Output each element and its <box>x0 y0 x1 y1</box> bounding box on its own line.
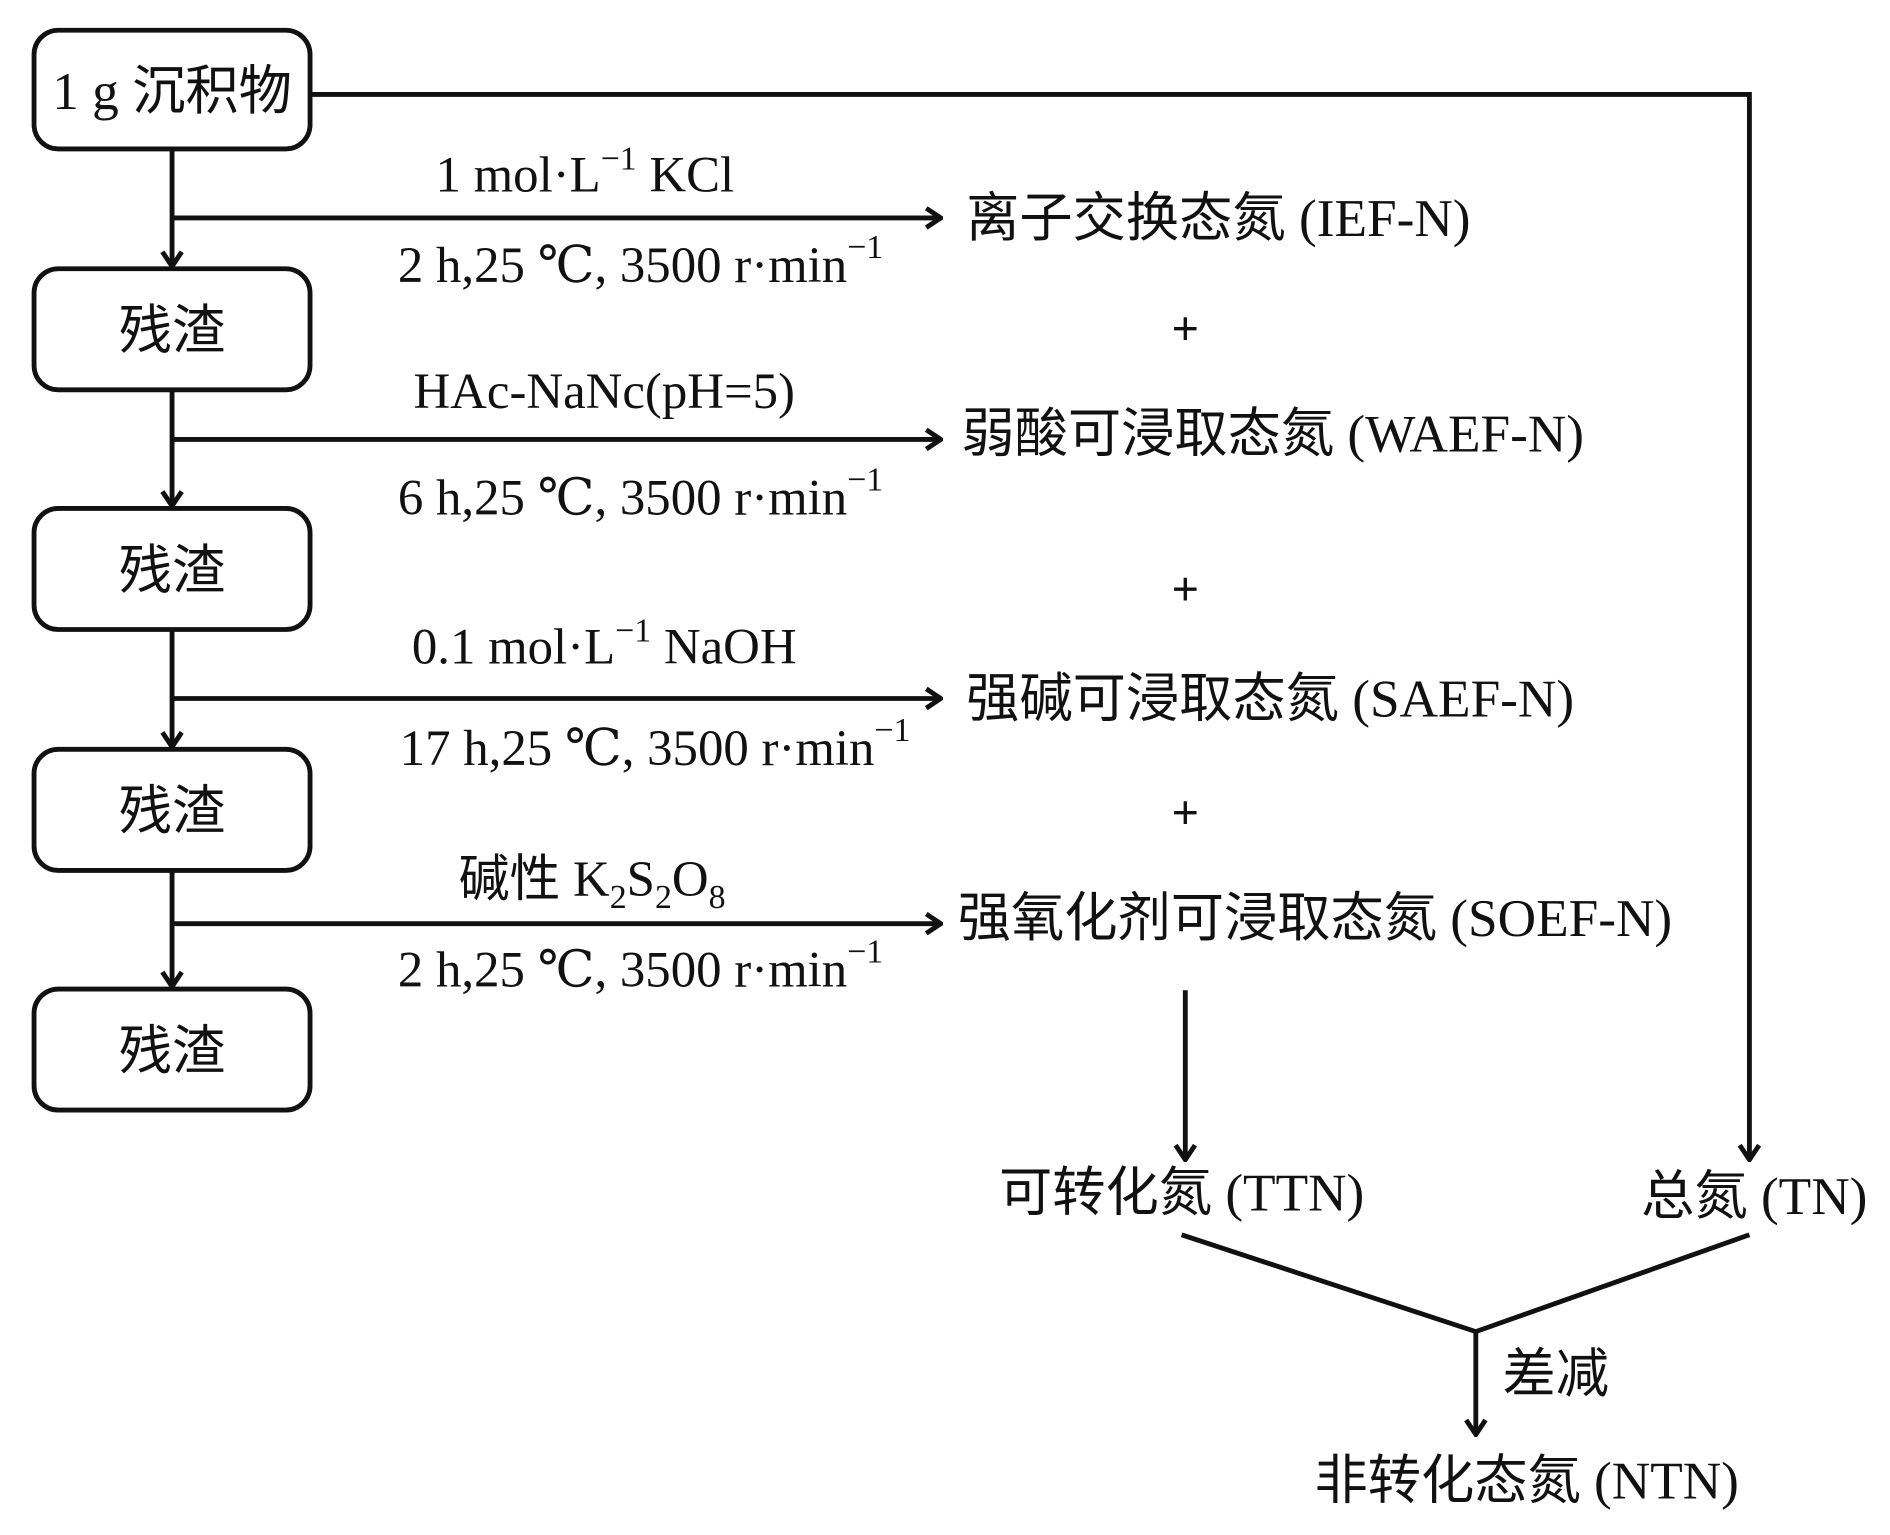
product-label: 强碱可浸取态氮 (SAEF-N) <box>966 670 1574 729</box>
tn-label: 总氮 (TN) <box>1641 1167 1867 1226</box>
ntn-label: 非转化态氮 (NTN) <box>1314 1452 1738 1511</box>
residue-label: 残渣 <box>119 541 226 600</box>
product-label: 强氧化剂可浸取态氮 (SOEF-N) <box>958 889 1672 948</box>
reagent-label: HAc-NaNc(pH=5) <box>413 363 794 419</box>
reagent-label: 碱性 K2S2O8 <box>459 851 726 916</box>
residue-label: 残渣 <box>119 1022 226 1081</box>
condition-label: 17 h,25 ℃, 3500 r·min−1 <box>400 712 911 776</box>
residue-box <box>31 986 313 1113</box>
residue-box <box>31 266 313 393</box>
plus-sign: + <box>1172 563 1200 616</box>
ttn-label: 可转化氮 (TTN) <box>999 1164 1364 1223</box>
product-label: 离子交换态氮 (IEF-N) <box>966 189 1470 248</box>
residue-box <box>31 746 313 873</box>
residue-label: 残渣 <box>119 782 226 841</box>
condition-label: 2 h,25 ℃, 3500 r·min−1 <box>398 229 883 293</box>
condition-label: 2 h,25 ℃, 3500 r·min−1 <box>398 933 883 997</box>
subtract-label: 差减 <box>1502 1345 1609 1404</box>
total-nitrogen-line <box>310 92 1749 1159</box>
reagent-label: 1 mol·L−1 KCl <box>436 140 735 202</box>
residue-box <box>31 506 313 632</box>
plus-sign: + <box>1172 787 1200 840</box>
plus-sign: + <box>1172 303 1200 356</box>
residue-label: 残渣 <box>119 302 226 361</box>
reagent-label: 0.1 mol·L−1 NaOH <box>412 613 797 675</box>
subtract-lines <box>1180 1232 1751 1335</box>
condition-label: 6 h,25 ℃, 3500 r·min−1 <box>398 461 883 525</box>
product-label: 弱酸可浸取态氮 (WAEF-N) <box>961 405 1584 464</box>
start-label: 1 g 沉积物 <box>52 62 292 121</box>
